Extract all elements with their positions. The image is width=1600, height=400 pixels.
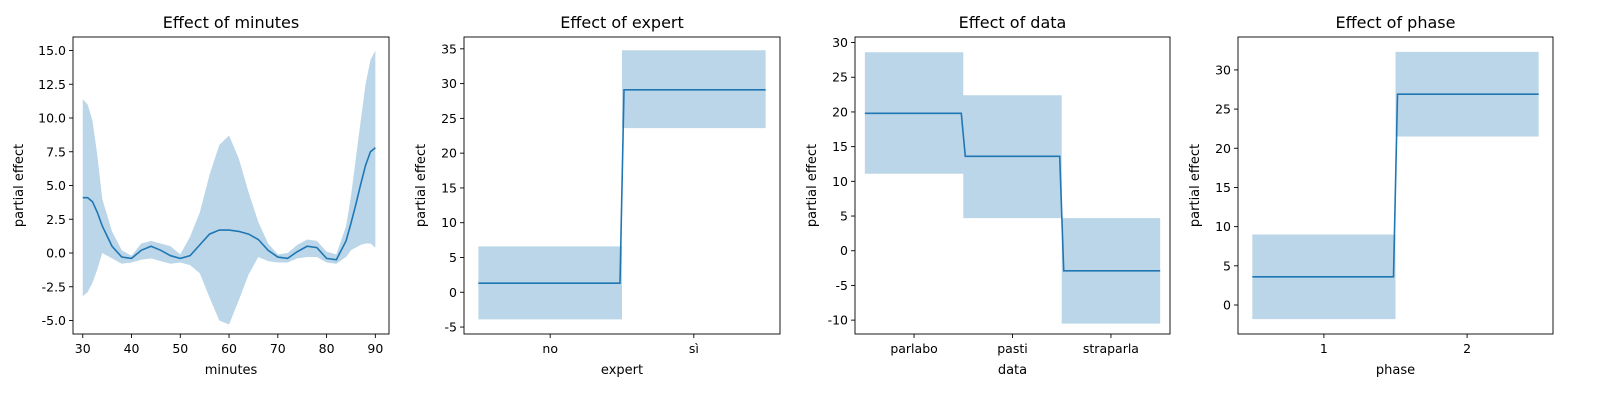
y-tick-label: 0	[449, 285, 457, 300]
y-tick-label: 25	[441, 111, 457, 126]
y-tick-label: 35	[441, 41, 457, 56]
y-tick-label: 20	[1215, 141, 1231, 156]
panel-3: -10 -5 0 5 10 15 20 25 30 parlabo pasti straparla Ef…	[805, 13, 1171, 378]
x-axis-label: minutes	[205, 363, 258, 378]
confidence-band	[82, 50, 376, 325]
y-tick-label: 30	[1215, 62, 1231, 77]
x-axis-label: data	[998, 363, 1027, 378]
y-tick-label: 0	[1223, 298, 1231, 313]
confidence-band	[1252, 51, 1539, 320]
y-tick-label: 10	[441, 215, 457, 230]
chart-title: Effect of phase	[1336, 13, 1456, 32]
effect-line	[864, 112, 1161, 272]
y-tick-label: 25	[832, 70, 848, 85]
y-tick-label: 15	[1215, 180, 1231, 195]
panel-1: -5.0 -2.5 0.0 2.5 5.0 7.5 10.0 12.5 15.0 30 40 50 60…	[12, 13, 390, 378]
y-tick-label: -2.5	[42, 279, 66, 294]
x-tick-label: parlabo	[890, 341, 937, 356]
y-tick-label: 5	[840, 209, 848, 224]
y-tick-label: 30	[832, 35, 848, 50]
y-tick-label: 10.0	[38, 111, 66, 126]
x-tick-label: sì	[689, 341, 699, 356]
x-tick-label: 1	[1320, 341, 1328, 356]
x-tick-label: 90	[367, 341, 383, 356]
confidence-band	[864, 52, 1161, 324]
y-axis-label: partial effect	[12, 144, 27, 227]
x-tick-label: 30	[75, 341, 91, 356]
effect-line	[1252, 93, 1539, 278]
y-tick-label: 5.0	[46, 178, 66, 193]
y-tick-label: -5	[836, 278, 848, 293]
y-tick-label: 15	[832, 139, 848, 154]
y-tick-label: -5	[445, 320, 457, 335]
axes-frame	[463, 36, 781, 335]
y-tick-label: 0.0	[46, 246, 66, 261]
x-tick-label: 70	[270, 341, 286, 356]
y-tick-label: 0	[840, 243, 848, 258]
x-tick-label: 40	[124, 341, 140, 356]
x-tick-label: 60	[221, 341, 237, 356]
panel-2: -5 0 5 10 15 20 25 30 35 no sì Effect of expert expe…	[414, 13, 781, 378]
x-tick-label: straparla	[1083, 341, 1139, 356]
confidence-band	[478, 50, 766, 320]
y-tick-label: 5	[449, 250, 457, 265]
axes-frame	[1237, 36, 1554, 335]
y-tick-label: -5.0	[42, 313, 66, 328]
x-axis-label: phase	[1376, 363, 1415, 378]
y-tick-label: 20	[832, 104, 848, 119]
y-tick-label: 5	[1223, 258, 1231, 273]
chart-title: Effect of data	[959, 13, 1067, 32]
x-tick-label: 2	[1463, 341, 1471, 356]
y-tick-label: 15	[441, 180, 457, 195]
y-tick-label: 10	[1215, 219, 1231, 234]
x-tick-label: 80	[319, 341, 335, 356]
effect-line	[478, 89, 766, 285]
y-axis-label: partial effect	[805, 144, 820, 227]
effect-line	[82, 147, 376, 261]
x-tick-label: pasti	[997, 341, 1027, 356]
chart-title: Effect of expert	[560, 13, 684, 32]
x-axis-label: expert	[601, 363, 643, 378]
y-tick-label: -10	[828, 313, 848, 328]
y-tick-label: 30	[441, 76, 457, 91]
panel-4: 0 5 10 15 20 25 30 1 2 Effect of phase phase partia…	[1188, 13, 1554, 378]
y-tick-label: 20	[441, 146, 457, 161]
y-tick-label: 15.0	[38, 43, 66, 58]
x-tick-label: no	[542, 341, 558, 356]
y-tick-label: 10	[832, 174, 848, 189]
y-tick-label: 25	[1215, 102, 1231, 117]
x-tick-label: 50	[172, 341, 188, 356]
y-tick-label: 2.5	[46, 212, 66, 227]
y-axis-label: partial effect	[1188, 144, 1203, 227]
chart-title: Effect of minutes	[163, 13, 299, 32]
y-tick-label: 12.5	[38, 77, 66, 92]
y-tick-label: 7.5	[46, 144, 66, 159]
y-axis-label: partial effect	[414, 144, 429, 227]
